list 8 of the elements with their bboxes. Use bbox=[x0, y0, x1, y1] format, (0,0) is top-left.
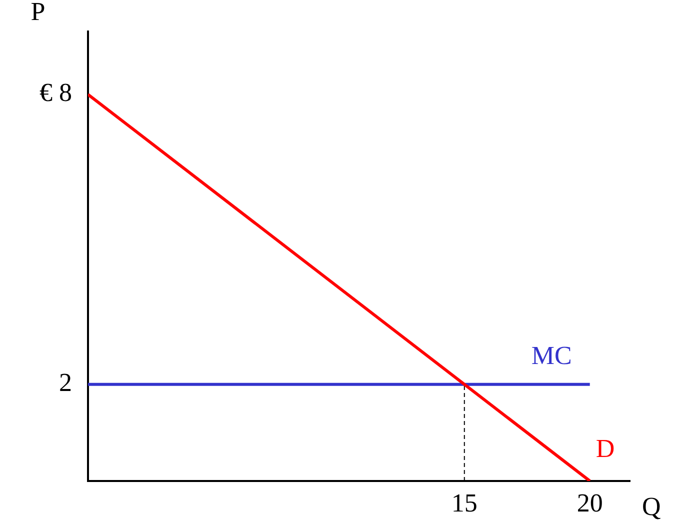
y-axis-title: P bbox=[30, 0, 46, 26]
y-tick-label: € 8 bbox=[40, 78, 72, 108]
series-label: MC bbox=[531, 341, 572, 370]
x-axis-title: Q bbox=[642, 492, 661, 521]
series-label: D bbox=[596, 434, 615, 463]
x-tick-label: 15 bbox=[451, 488, 478, 518]
y-tick-label: 2 bbox=[59, 368, 72, 398]
x-tick-label: 20 bbox=[576, 488, 603, 518]
